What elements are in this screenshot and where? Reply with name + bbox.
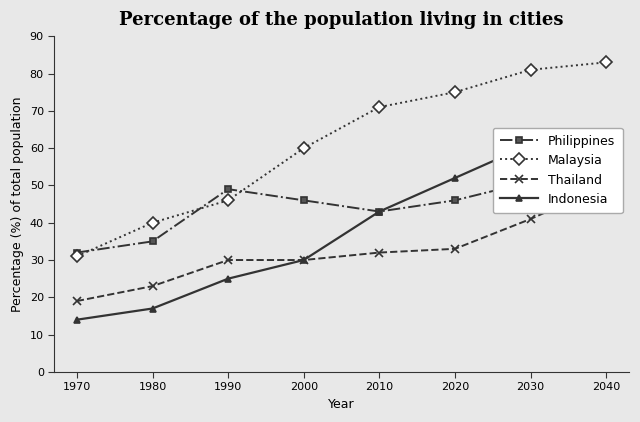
Malaysia: [602, 60, 610, 65]
Thailand: [602, 183, 610, 188]
Thailand: [73, 298, 81, 303]
Thailand: [451, 246, 459, 252]
Indonesia: [602, 131, 610, 136]
Indonesia: [224, 276, 232, 281]
Philippines: [300, 198, 308, 203]
Philippines: [224, 187, 232, 192]
Thailand: [376, 250, 383, 255]
Y-axis label: Percentage (%) of total population: Percentage (%) of total population: [11, 96, 24, 312]
Thailand: [148, 284, 156, 289]
Indonesia: [73, 317, 81, 322]
Malaysia: [451, 89, 459, 95]
Malaysia: [148, 220, 156, 225]
Philippines: [73, 250, 81, 255]
Indonesia: [300, 257, 308, 262]
Thailand: [300, 257, 308, 262]
Philippines: [376, 209, 383, 214]
Line: Malaysia: Malaysia: [73, 58, 611, 260]
Line: Philippines: Philippines: [74, 160, 610, 256]
Title: Percentage of the population living in cities: Percentage of the population living in c…: [119, 11, 564, 29]
Legend: Philippines, Malaysia, Thailand, Indonesia: Philippines, Malaysia, Thailand, Indones…: [493, 127, 623, 214]
Indonesia: [376, 209, 383, 214]
Indonesia: [451, 176, 459, 181]
X-axis label: Year: Year: [328, 398, 355, 411]
Malaysia: [300, 146, 308, 151]
Indonesia: [527, 142, 534, 147]
Malaysia: [73, 254, 81, 259]
Philippines: [148, 239, 156, 244]
Thailand: [224, 257, 232, 262]
Indonesia: [148, 306, 156, 311]
Philippines: [527, 179, 534, 184]
Malaysia: [527, 67, 534, 72]
Philippines: [451, 198, 459, 203]
Philippines: [602, 160, 610, 165]
Malaysia: [376, 105, 383, 110]
Line: Thailand: Thailand: [73, 181, 611, 305]
Line: Indonesia: Indonesia: [74, 130, 610, 323]
Thailand: [527, 216, 534, 222]
Malaysia: [224, 198, 232, 203]
